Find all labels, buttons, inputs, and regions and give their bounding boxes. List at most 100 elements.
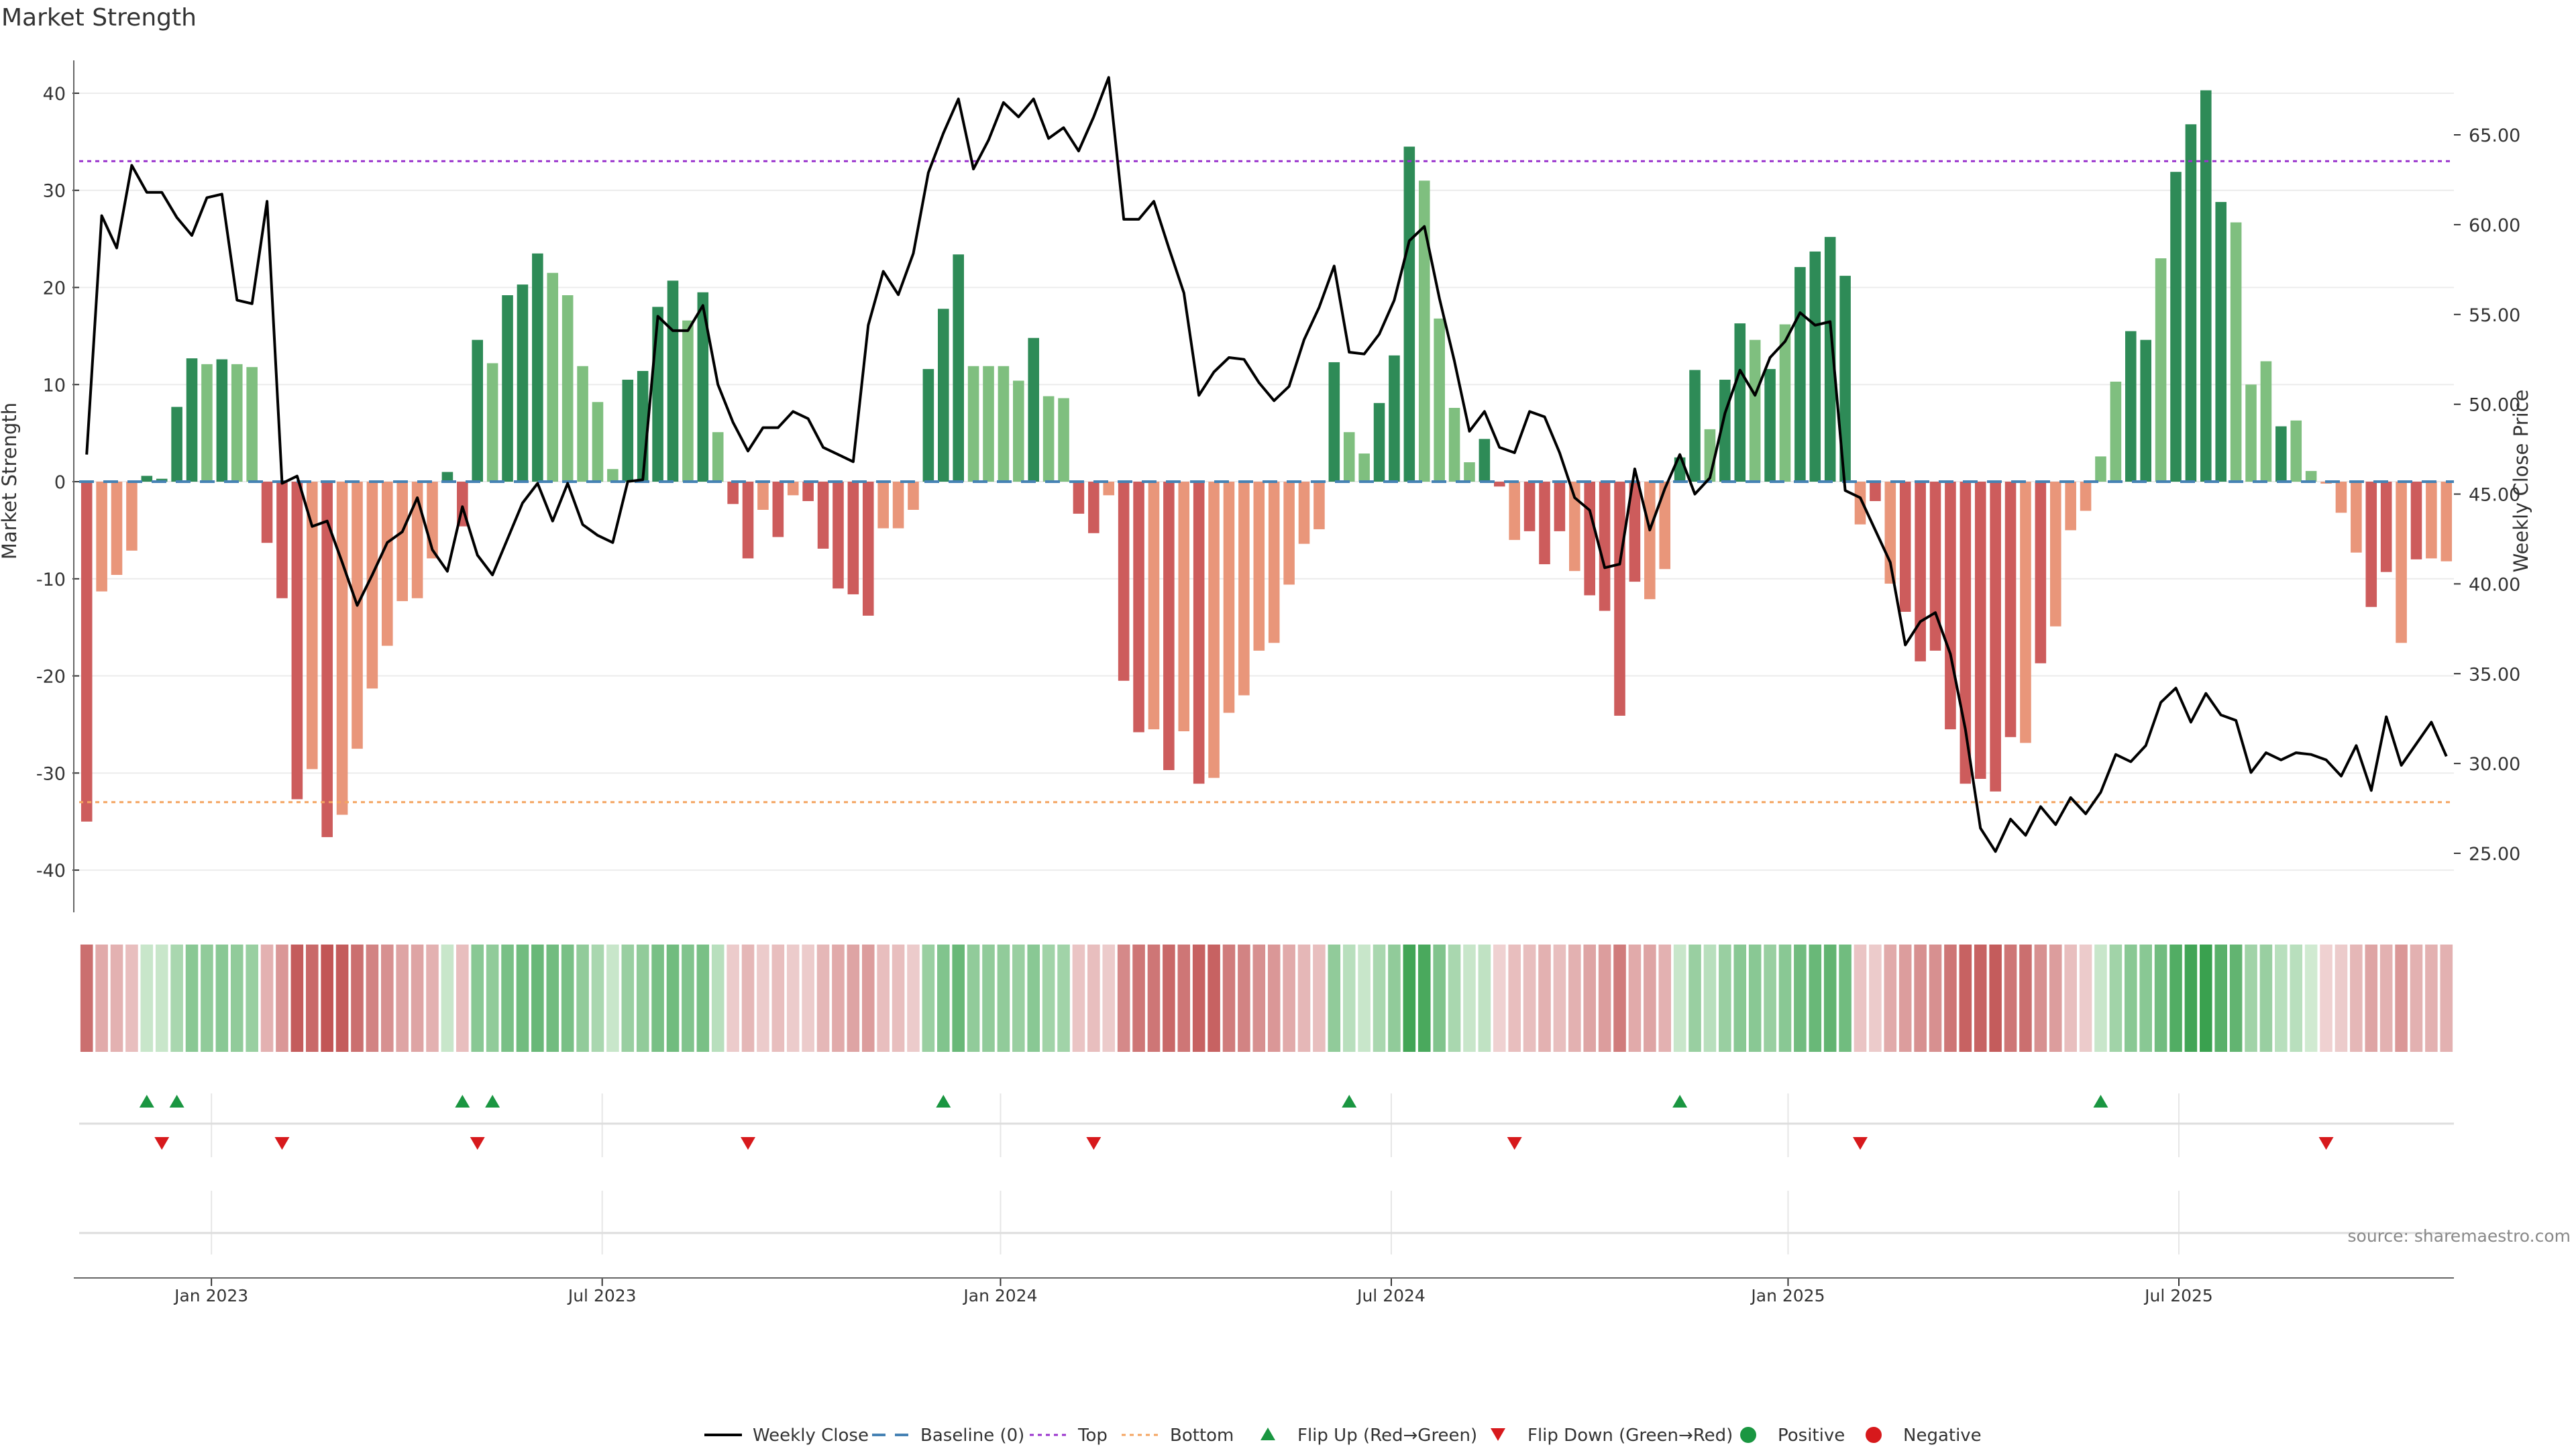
heat-cell — [1313, 945, 1326, 1052]
legend: Weekly Close Baseline (0) Top Bottom Flip Up… — [704, 1426, 1982, 1446]
flip-down-marker — [1853, 1137, 1868, 1150]
y-tick-label: 20 — [43, 278, 66, 299]
heat-cell — [1328, 945, 1341, 1052]
y2-tick-label: 30.00 — [2469, 754, 2520, 775]
heat-cell — [1898, 945, 1912, 1052]
heat-cell — [456, 945, 469, 1052]
heat-cell — [501, 945, 514, 1052]
heat-cell — [832, 945, 845, 1052]
y2-tick-label: 60.00 — [2469, 215, 2520, 236]
legend-positive-label: Positive — [1778, 1426, 1845, 1446]
positive-strength-bar — [1418, 180, 1430, 482]
positive-strength-bar — [2230, 222, 2242, 482]
heat-cell — [1493, 945, 1506, 1052]
negative-strength-bar — [1960, 482, 1972, 784]
negative-strength-bar — [802, 482, 814, 501]
negative-strength-bar — [833, 482, 844, 589]
positive-strength-bar — [1448, 408, 1460, 482]
positive-strength-bar — [712, 432, 724, 482]
positive-strength-bar — [486, 363, 498, 482]
positive-strength-bar — [1779, 324, 1791, 482]
heat-cell — [2365, 945, 2378, 1052]
negative-strength-bar — [1644, 482, 1656, 600]
heat-cell — [1733, 945, 1747, 1052]
negative-strength-bar — [1148, 482, 1160, 730]
reference-lines — [79, 160, 2454, 804]
heat-cell — [1433, 945, 1446, 1052]
heat-cell — [381, 945, 394, 1052]
negative-strength-bar — [1659, 482, 1671, 570]
heat-cell — [531, 945, 544, 1052]
x-tick-label: Jan 2023 — [173, 1286, 248, 1305]
heat-cell — [170, 945, 183, 1052]
y2-axis-label: Weekly Close Price — [2510, 390, 2532, 573]
heat-cell — [546, 945, 559, 1052]
positive-strength-bar — [953, 254, 964, 482]
negative-strength-bar — [2426, 482, 2437, 559]
positive-strength-bar — [2095, 456, 2106, 482]
legend-negative-swatch — [1866, 1427, 1882, 1443]
positive-strength-bar — [682, 320, 694, 482]
y2-tick-label: 65.00 — [2469, 125, 2520, 146]
heat-cell — [125, 945, 138, 1052]
positive-strength-bar — [2110, 381, 2122, 482]
heat-cell — [997, 945, 1010, 1052]
heat-cell — [861, 945, 875, 1052]
positive-strength-bar — [1403, 146, 1415, 482]
flip-up-marker — [485, 1095, 500, 1108]
x-tick-label: Jan 2024 — [962, 1286, 1037, 1305]
weekly-close-line — [85, 76, 2448, 853]
heat-cell — [2064, 945, 2077, 1052]
negative-strength-bar — [306, 482, 318, 769]
positive-strength-bar — [983, 366, 994, 482]
heat-cell — [1703, 945, 1717, 1052]
negative-strength-bar — [1554, 482, 1566, 531]
heat-cell — [786, 945, 800, 1052]
negative-strength-bar — [396, 482, 408, 602]
flip-signal-panel — [79, 1095, 2454, 1234]
heat-cell — [1027, 945, 1040, 1052]
positive-strength-bar — [561, 295, 574, 482]
heat-cell — [877, 945, 890, 1052]
positive-strength-bar — [1373, 402, 1385, 482]
negative-strength-bar — [1163, 482, 1175, 770]
heat-cell — [471, 945, 484, 1052]
heat-cell — [1748, 945, 1762, 1052]
legend-top-label: Top — [1077, 1426, 1108, 1446]
positive-strength-bar — [697, 292, 709, 482]
negative-strength-bar — [1178, 482, 1190, 732]
y-axis-label: Market Strength — [0, 402, 21, 559]
heat-cell — [411, 945, 424, 1052]
positive-strength-bar — [592, 402, 604, 482]
positive-strength-bar — [2290, 420, 2302, 482]
heat-cell — [2125, 945, 2137, 1052]
positive-strength-bar — [201, 364, 213, 482]
heat-cell — [696, 945, 710, 1052]
positive-strength-bar — [2260, 361, 2272, 482]
heat-cell — [2079, 945, 2092, 1052]
positive-strength-bar — [2305, 471, 2317, 482]
y-tick-label: -40 — [36, 861, 66, 881]
heat-cell — [276, 945, 288, 1052]
positive-strength-bar — [1328, 362, 1340, 482]
y-tick-label: -10 — [36, 570, 66, 590]
negative-strength-bar — [1238, 482, 1250, 696]
heat-cell — [1644, 945, 1656, 1052]
positive-strength-bar — [1028, 337, 1040, 482]
positive-strength-bar — [667, 280, 679, 482]
negative-strength-bar — [1523, 482, 1536, 531]
heat-cell — [1884, 945, 1897, 1052]
flip-down-marker — [154, 1137, 170, 1150]
heat-cell — [1087, 945, 1100, 1052]
x-tick-label: Jul 2025 — [2143, 1286, 2213, 1305]
heat-cell — [155, 945, 168, 1052]
heat-cell — [1192, 945, 1205, 1052]
heat-cell — [1417, 945, 1431, 1052]
y2-tick-label: 50.00 — [2469, 395, 2520, 416]
positive-strength-bar — [1689, 370, 1701, 482]
positive-strength-bar — [1389, 355, 1400, 482]
heat-cell — [1583, 945, 1596, 1052]
heat-cell — [260, 945, 274, 1052]
positive-strength-bar — [1479, 439, 1491, 482]
heat-cell — [2350, 945, 2363, 1052]
